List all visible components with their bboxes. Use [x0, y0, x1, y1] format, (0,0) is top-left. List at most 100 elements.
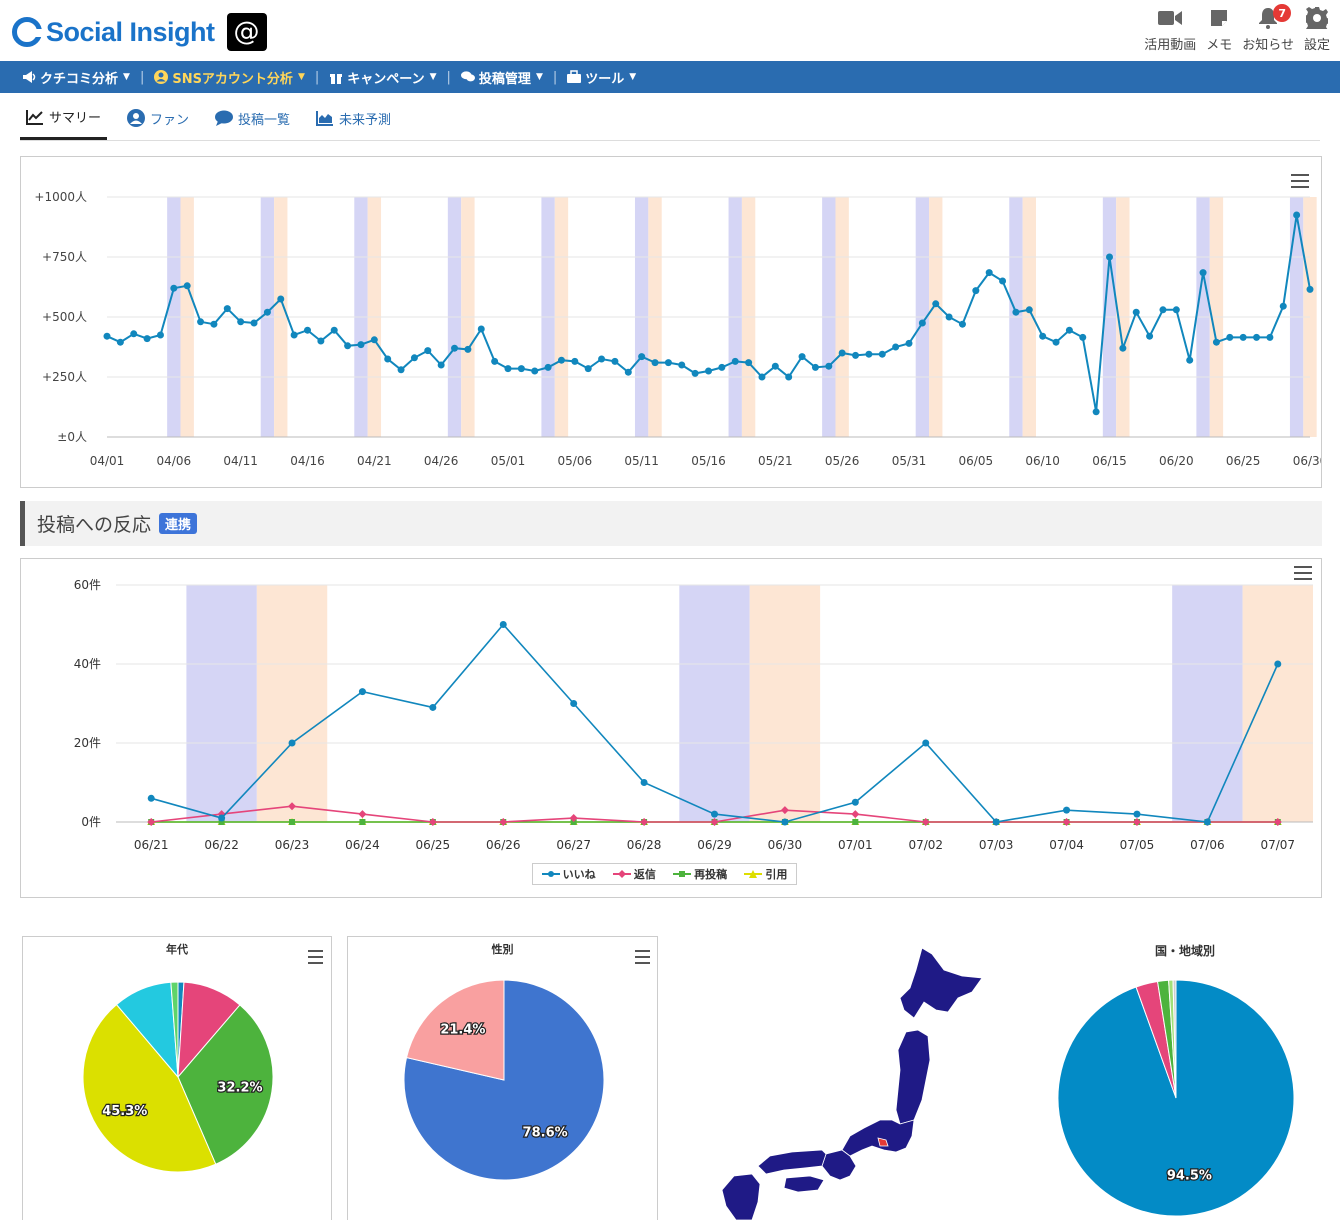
- data-point: [384, 355, 392, 363]
- video-label: 活用動画: [1144, 38, 1197, 53]
- tab-fan[interactable]: ファン: [121, 96, 195, 140]
- sunday-band: [1242, 585, 1313, 822]
- data-point: [611, 357, 619, 365]
- tab-forecast-label: 未来予測: [339, 112, 392, 128]
- country-pie-chart: 国・地域別 94.5%: [1050, 936, 1320, 1220]
- x-tick-label: 07/03: [979, 838, 1014, 852]
- data-point: [424, 347, 432, 355]
- data-point: [1052, 338, 1060, 346]
- chart-menu-button[interactable]: [1291, 174, 1309, 188]
- section-title: 投稿への反応: [37, 514, 152, 536]
- x-tick-label: 06/29: [697, 838, 732, 852]
- age-pie-chart: 年代 32.2% 45.3%: [22, 936, 332, 1220]
- data-point: [410, 354, 418, 362]
- x-tick-label: 07/02: [908, 838, 943, 852]
- nav-sns-account-analysis-label: SNSアカウント分析: [172, 71, 293, 87]
- x-tick-label: 06/20: [1159, 454, 1194, 468]
- settings-label: 設定: [1303, 38, 1330, 53]
- legend-item-replies[interactable]: 返信: [612, 866, 656, 882]
- x-tick-label: 06/27: [556, 838, 591, 852]
- data-point: [491, 357, 499, 365]
- gear-icon: [1305, 6, 1329, 30]
- nav-tools[interactable]: ツール ▼: [567, 68, 636, 87]
- nav-divider: |: [552, 69, 558, 85]
- chart-menu-button[interactable]: [635, 950, 650, 964]
- legend-item-likes[interactable]: いいね: [541, 866, 596, 882]
- notification-count-badge: 7: [1273, 4, 1292, 22]
- data-point: [451, 344, 459, 352]
- pie-slice: [177, 1004, 274, 1165]
- notification-label: お知らせ: [1242, 38, 1294, 53]
- saturday-band: [679, 585, 750, 822]
- data-point: [1065, 326, 1073, 334]
- chart-menu-button[interactable]: [308, 950, 323, 964]
- y-tick-label: 0件: [81, 815, 101, 829]
- memo-button[interactable]: メモ: [1206, 6, 1232, 53]
- data-point: [197, 318, 205, 326]
- data-point: [170, 284, 178, 292]
- data-point: [1172, 306, 1180, 314]
- data-point: [691, 369, 699, 377]
- data-point: [429, 703, 437, 711]
- reaction-legend: いいね 返信 再投稿 引用: [532, 863, 797, 885]
- legend-item-quotes[interactable]: 引用: [744, 866, 787, 882]
- user-circle-icon: [154, 70, 169, 84]
- data-point: [758, 373, 766, 381]
- data-point: [370, 336, 378, 344]
- x-tick-label: 07/05: [1120, 838, 1155, 852]
- settings-button[interactable]: 設定: [1304, 6, 1330, 53]
- y-tick-label: 20件: [74, 736, 101, 750]
- data-point: [638, 353, 646, 361]
- data-point: [1159, 306, 1167, 314]
- x-tick-label: 05/01: [491, 454, 526, 468]
- x-tick-label: 06/25: [1226, 454, 1261, 468]
- data-point: [945, 313, 953, 321]
- x-tick-label: 07/07: [1260, 838, 1295, 852]
- nav-divider: |: [139, 69, 145, 85]
- data-point: [1239, 333, 1247, 341]
- chart-menu-button[interactable]: [1294, 566, 1312, 580]
- data-point: [289, 819, 296, 825]
- data-point: [1293, 211, 1301, 219]
- data-point: [477, 325, 485, 333]
- brand-logo[interactable]: Social Insight @: [12, 12, 267, 52]
- tab-summary[interactable]: サマリー: [20, 96, 108, 140]
- legend-item-reposts[interactable]: 再投稿: [673, 866, 727, 882]
- data-point: [569, 814, 578, 823]
- header-tools: 活用動画 メモ 7 お知らせ 設定: [1134, 4, 1330, 53]
- nav-post-management[interactable]: 投稿管理 ▼: [460, 68, 543, 87]
- data-point: [1063, 806, 1071, 814]
- x-tick-label: 06/23: [275, 838, 310, 852]
- data-point: [865, 350, 873, 358]
- notification-button[interactable]: 7 お知らせ: [1242, 4, 1294, 53]
- pie-slice-label: 45.3%: [102, 1104, 147, 1119]
- x-tick-label: 05/16: [691, 454, 726, 468]
- data-point: [1203, 818, 1211, 826]
- x-tick-label: 04/06: [157, 454, 192, 468]
- video-button[interactable]: 活用動画: [1144, 6, 1196, 53]
- data-point: [852, 819, 859, 825]
- data-point: [705, 367, 712, 375]
- section-header: 投稿への反応 連携: [20, 501, 1322, 546]
- data-point: [317, 337, 325, 345]
- data-point: [210, 320, 218, 328]
- legend-quotes-label: 引用: [765, 868, 788, 881]
- comment-icon: [215, 110, 234, 126]
- tab-forecast[interactable]: 未来予測: [310, 96, 397, 140]
- legend-likes-label: いいね: [562, 868, 596, 881]
- pie-slice: [170, 981, 179, 1078]
- data-point: [304, 326, 311, 334]
- age-chart-title: 年代: [166, 943, 188, 956]
- tab-post-list[interactable]: 投稿一覧: [209, 96, 296, 140]
- chevron-down-icon: ▼: [297, 72, 305, 82]
- nav-campaign[interactable]: キャンペーン ▼: [329, 68, 437, 87]
- data-point: [892, 343, 900, 351]
- data-point: [985, 269, 993, 277]
- data-point: [517, 365, 525, 373]
- data-point: [1186, 356, 1194, 364]
- nav-sns-account-analysis[interactable]: SNSアカウント分析 ▼: [154, 68, 305, 87]
- data-point: [584, 365, 592, 373]
- pie-slice: [405, 979, 505, 1081]
- nav-buzz-analysis[interactable]: クチコミ分析 ▼: [22, 68, 130, 87]
- data-point: [731, 357, 739, 365]
